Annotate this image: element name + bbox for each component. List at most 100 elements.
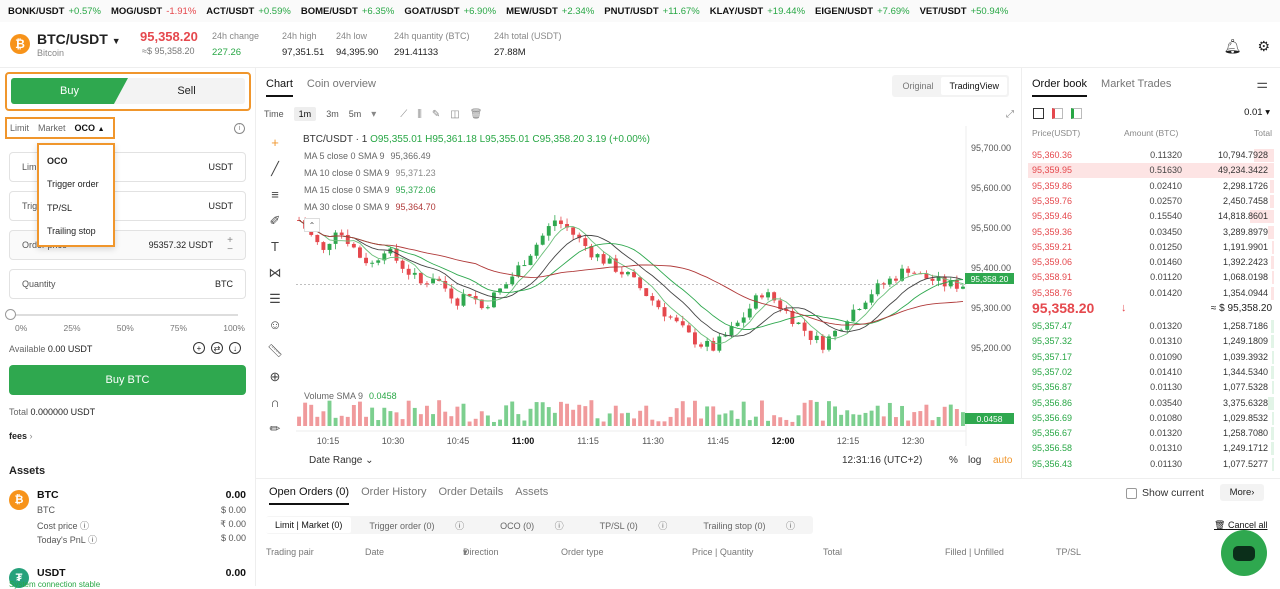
- ticker-item[interactable]: GOAT/USDT +6.90%: [404, 6, 496, 17]
- interval-1m[interactable]: 1m: [293, 107, 317, 121]
- order-type-oco[interactable]: OCO ▲: [75, 123, 105, 133]
- cancel-all-button[interactable]: 🗑︎ Cancel all: [1214, 520, 1267, 531]
- ask-row[interactable]: 95,359.21 0.01250 1,191.9901: [1028, 240, 1274, 255]
- ask-row[interactable]: 95,358.91 0.01120 1,068.0198: [1028, 270, 1274, 285]
- draw-icon[interactable]: ✎: [431, 108, 441, 120]
- bid-row[interactable]: 95,356.58 0.01310 1,249.1712: [1028, 441, 1274, 456]
- tab-order-book[interactable]: Order book: [1032, 78, 1087, 97]
- ticker-item[interactable]: MEW/USDT +2.34%: [506, 6, 594, 17]
- emoji-icon[interactable]: ☺: [268, 317, 282, 332]
- dropdown-item-oco[interactable]: OCO: [47, 155, 68, 166]
- text-icon[interactable]: T: [271, 239, 279, 254]
- order-type-limit[interactable]: Limit: [10, 123, 30, 133]
- info-icon[interactable]: ⓘ: [87, 535, 97, 545]
- tab-chart[interactable]: Chart: [266, 78, 293, 97]
- pencil-lock-icon[interactable]: ✏: [269, 421, 281, 436]
- fullscreen-icon[interactable]: ⤢: [1006, 108, 1014, 120]
- subtab-trigger-order[interactable]: Trigger order (0) ⓘ: [351, 516, 482, 535]
- auto-toggle[interactable]: auto: [993, 455, 1013, 466]
- interval-5m[interactable]: 5m: [348, 109, 362, 119]
- dropdown-item-trigger-order[interactable]: Trigger order: [47, 179, 99, 190]
- ticker-item[interactable]: BOME/USDT +6.35%: [301, 6, 395, 17]
- compare-icon[interactable]: ⫼: [417, 108, 422, 120]
- tab-open-orders[interactable]: Open Orders (0): [269, 486, 349, 505]
- ask-row[interactable]: 95,359.76 0.02570 2,450.7458: [1028, 194, 1274, 209]
- quantity-field[interactable]: Quantity BTC: [9, 269, 246, 299]
- settings-gear-icon[interactable]: ⚙: [1257, 38, 1270, 54]
- order-type-market[interactable]: Market: [38, 123, 66, 133]
- subtab-oco[interactable]: OCO (0) ⓘ: [482, 516, 582, 535]
- buy-tab[interactable]: Buy: [11, 78, 128, 104]
- buy-btc-button[interactable]: Buy BTC: [9, 365, 246, 395]
- bid-row[interactable]: 95,356.67 0.01320 1,258.7080: [1028, 426, 1274, 441]
- info-icon[interactable]: i: [234, 123, 245, 134]
- transfer-icon[interactable]: ⇄: [211, 342, 223, 354]
- ticker-item[interactable]: MOG/USDT -1.91%: [111, 6, 196, 17]
- subtab-limit-market[interactable]: Limit | Market (0): [266, 517, 352, 533]
- price-chart[interactable]: 95,700.0095,600.0095,500.0095,400.0095,3…: [296, 126, 1016, 446]
- ask-row[interactable]: 95,359.06 0.01460 1,392.2423: [1028, 255, 1274, 270]
- interval-3m[interactable]: 3m: [326, 109, 339, 119]
- interval-dropdown-icon[interactable]: ▾: [371, 108, 377, 120]
- bid-row[interactable]: 95,356.86 0.03540 3,375.6328: [1028, 396, 1274, 411]
- quantity-slider[interactable]: [5, 309, 238, 320]
- download-icon[interactable]: ↓: [229, 342, 241, 354]
- tab-market-trades[interactable]: Market Trades: [1101, 78, 1172, 90]
- ask-row[interactable]: 95,359.46 0.15540 14,818.8601: [1028, 209, 1274, 224]
- camera-icon[interactable]: ◫: [450, 108, 460, 120]
- trash-icon[interactable]: 🗑︎: [469, 108, 483, 120]
- book-mode-asks-icon[interactable]: [1052, 108, 1063, 119]
- tab-order-details[interactable]: Order Details: [438, 486, 504, 498]
- show-current-checkbox[interactable]: Show current: [1126, 487, 1204, 499]
- brush-icon[interactable]: ✐: [269, 213, 281, 228]
- fib-icon[interactable]: ≡: [271, 187, 279, 202]
- log-toggle[interactable]: log: [968, 455, 982, 466]
- plus-minus-stepper[interactable]: + −: [227, 235, 233, 255]
- bid-row[interactable]: 95,356.43 0.01130 1,077.5277: [1028, 457, 1274, 472]
- tab-order-history[interactable]: Order History: [361, 486, 427, 498]
- notification-bell-icon[interactable]: 🔔︎: [1223, 38, 1242, 54]
- ask-row[interactable]: 95,358.76 0.01420 1,354.0944: [1028, 286, 1274, 301]
- crosshair-icon[interactable]: +: [271, 135, 279, 150]
- trigger-price-field[interactable]: Trig USDT: [9, 191, 246, 221]
- book-mode-bids-icon[interactable]: [1071, 108, 1082, 119]
- ask-row[interactable]: 95,360.36 0.11320 10,794.7928: [1028, 148, 1274, 163]
- magnet-icon[interactable]: ∩: [270, 395, 280, 410]
- dropdown-item-tp-sl[interactable]: TP/SL: [47, 202, 73, 213]
- ticker-item[interactable]: PNUT/USDT +11.67%: [604, 6, 699, 17]
- bid-row[interactable]: 95,356.87 0.01130 1,077.5328: [1028, 380, 1274, 395]
- bid-row[interactable]: 95,357.47 0.01320 1,258.7186: [1028, 319, 1274, 334]
- info-icon[interactable]: ⓘ: [80, 521, 90, 531]
- percent-toggle[interactable]: %: [949, 455, 958, 466]
- measure-icon[interactable]: ☰: [269, 291, 281, 306]
- ticker-item[interactable]: BONK/USDT +0.57%: [8, 6, 101, 17]
- bid-row[interactable]: 95,357.17 0.01090 1,039.3932: [1028, 350, 1274, 365]
- fees-link[interactable]: fees ›: [9, 431, 33, 441]
- deposit-icon[interactable]: +: [193, 342, 205, 354]
- slider-handle[interactable]: [5, 309, 16, 320]
- ask-row[interactable]: 95,359.86 0.02410 2,298.1726: [1028, 179, 1274, 194]
- dropdown-item-trailing-stop[interactable]: Trailing stop: [47, 226, 96, 237]
- pattern-icon[interactable]: ⋈: [268, 265, 282, 280]
- tab-assets[interactable]: Assets: [515, 486, 549, 498]
- indicators-icon[interactable]: ⟋: [400, 108, 408, 120]
- ticker-item[interactable]: VET/USDT +50.94%: [920, 6, 1009, 17]
- limit-price-field[interactable]: Limi USDT: [9, 152, 246, 182]
- sell-tab[interactable]: Sell: [177, 85, 196, 97]
- ask-row[interactable]: 95,359.36 0.03450 3,289.8979: [1028, 225, 1274, 240]
- view-original[interactable]: Original: [902, 81, 934, 91]
- tab-coin-overview[interactable]: Coin overview: [306, 78, 376, 90]
- precision-select[interactable]: 0.01 ▾: [1244, 107, 1270, 118]
- pair-selector[interactable]: BTC/USDT ▼: [37, 31, 121, 47]
- ticker-item[interactable]: EIGEN/USDT +7.69%: [815, 6, 910, 17]
- ruler-icon[interactable]: 📏︎: [266, 343, 284, 358]
- bid-row[interactable]: 95,356.69 0.01080 1,029.8532: [1028, 411, 1274, 426]
- bid-row[interactable]: 95,357.02 0.01410 1,344.5340: [1028, 365, 1274, 380]
- book-settings-icon[interactable]: ⚌: [1256, 76, 1268, 91]
- ticker-item[interactable]: ACT/USDT +0.59%: [206, 6, 291, 17]
- chat-support-button[interactable]: [1221, 530, 1267, 576]
- ticker-item[interactable]: KLAY/USDT +19.44%: [710, 6, 805, 17]
- subtab-trailing-stop[interactable]: Trailing stop (0) ⓘ: [685, 516, 813, 535]
- zoom-icon[interactable]: ⊕: [269, 369, 281, 384]
- more-button[interactable]: More ›: [1220, 484, 1264, 501]
